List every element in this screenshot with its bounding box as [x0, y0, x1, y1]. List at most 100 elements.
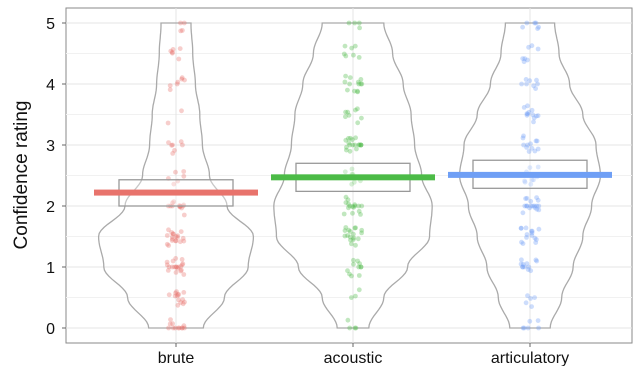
data-point: [520, 264, 526, 270]
data-point: [534, 203, 540, 209]
data-point: [533, 257, 539, 263]
data-point: [180, 28, 185, 33]
data-point: [352, 142, 358, 148]
data-point: [348, 135, 353, 141]
mean-bar-articulatory: [448, 171, 612, 178]
data-point: [520, 56, 526, 61]
data-point: [535, 197, 541, 203]
data-point: [356, 273, 362, 278]
data-point: [167, 87, 173, 93]
data-point: [170, 321, 176, 327]
data-point: [178, 28, 184, 34]
data-point: [351, 204, 356, 210]
violin-brute: [97, 22, 255, 329]
data-point: [523, 77, 529, 82]
data-point: [522, 203, 528, 209]
data-point: [524, 112, 530, 118]
data-point: [181, 272, 187, 277]
data-point: [351, 52, 356, 58]
data-point: [356, 142, 362, 148]
data-point: [171, 199, 177, 205]
data-point: [530, 203, 536, 209]
data-point: [178, 229, 184, 235]
data-point: [345, 233, 350, 238]
data-point: [355, 236, 361, 242]
data-point: [169, 49, 175, 55]
y-tick-label: 4: [46, 77, 55, 94]
data-point: [528, 198, 534, 204]
data-point: [173, 256, 179, 261]
data-point: [358, 142, 364, 148]
data-point: [524, 203, 530, 209]
data-point: [522, 264, 527, 270]
data-point: [173, 290, 179, 296]
data-point: [359, 203, 365, 209]
data-point: [518, 225, 524, 231]
data-point: [536, 325, 541, 331]
data-point: [343, 137, 349, 143]
data-point: [167, 321, 173, 327]
data-point: [173, 238, 179, 244]
data-point: [353, 135, 358, 141]
data-point: [524, 81, 529, 87]
data-point: [181, 212, 187, 218]
data-point: [529, 107, 535, 113]
data-point: [169, 238, 175, 243]
data-point: [526, 149, 532, 154]
data-point: [356, 208, 362, 214]
data-point: [174, 293, 180, 299]
data-point: [345, 197, 351, 203]
data-point: [532, 20, 538, 26]
y-tick-label: 3: [46, 138, 55, 155]
data-point: [534, 258, 540, 264]
data-point: [349, 295, 354, 300]
data-point: [535, 113, 541, 119]
data-point: [176, 325, 182, 331]
data-point: [346, 20, 352, 26]
data-point: [519, 257, 524, 263]
data-point: [343, 225, 349, 230]
data-point: [170, 151, 176, 156]
data-point: [521, 105, 527, 110]
data-point: [358, 264, 364, 270]
data-point: [170, 47, 176, 52]
data-point: [535, 164, 541, 170]
data-point: [170, 50, 175, 56]
data-point: [167, 83, 173, 88]
data-point: [359, 81, 365, 87]
data-point: [518, 225, 524, 231]
data-point: [351, 231, 356, 237]
data-point: [357, 142, 362, 148]
data-point: [533, 240, 539, 246]
data-point: [535, 81, 540, 87]
data-point: [524, 261, 530, 266]
data-point: [525, 57, 530, 63]
data-point: [357, 261, 362, 266]
data-point: [346, 136, 351, 141]
data-point: [166, 292, 172, 298]
data-point: [173, 270, 179, 275]
data-point: [341, 211, 347, 217]
data-point: [352, 88, 357, 94]
data-point: [178, 264, 184, 269]
data-point: [531, 119, 536, 125]
data-point: [357, 25, 362, 31]
data-point: [352, 325, 358, 331]
data-point: [181, 238, 187, 244]
data-point: [527, 165, 533, 171]
data-point: [525, 142, 530, 148]
data-point: [343, 73, 348, 79]
data-point: [521, 142, 526, 148]
data-point: [175, 292, 181, 297]
data-point: [353, 225, 358, 231]
data-point: [166, 243, 172, 248]
data-point: [164, 233, 170, 238]
violins: [97, 22, 602, 329]
data-point: [532, 235, 538, 241]
data-point: [174, 264, 179, 270]
data-point: [522, 178, 527, 184]
data-point: [180, 235, 186, 241]
data-point: [523, 300, 529, 306]
data-point: [342, 79, 348, 85]
